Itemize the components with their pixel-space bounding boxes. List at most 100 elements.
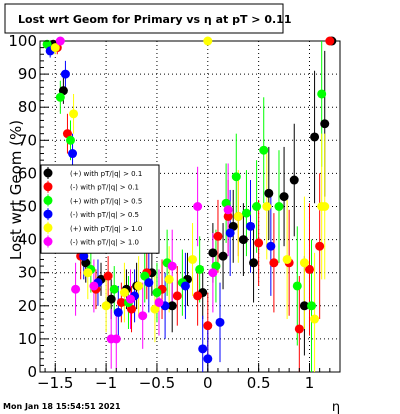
data-point: [320, 202, 330, 211]
x-axis-label: η: [332, 400, 340, 414]
data-point: [83, 268, 93, 278]
y-tick-label: 60: [18, 164, 37, 182]
legend-marker: [43, 168, 53, 178]
data-point: [116, 297, 126, 307]
data-point: [111, 334, 121, 344]
legend-label: (+) with pT/|q| > 0.1: [70, 170, 142, 178]
data-point: [254, 238, 264, 248]
data-point: [203, 36, 213, 46]
legend-label: (-) with pT/|q| > 1.0: [70, 239, 139, 247]
data-point: [119, 288, 129, 298]
data-point: [172, 291, 182, 301]
data-point: [282, 254, 292, 264]
data-point: [310, 314, 320, 324]
data-point: [89, 281, 99, 291]
data-point: [195, 264, 205, 274]
title-box: [4, 3, 284, 34]
y-axis-label: Lost wrt Geom (%): [7, 120, 25, 260]
data-point: [307, 301, 317, 311]
data-point: [289, 175, 299, 185]
x-tick-label: 0: [203, 374, 213, 392]
data-point: [269, 258, 279, 268]
data-point: [264, 188, 274, 198]
y-tick-label: 30: [18, 264, 37, 282]
data-point: [315, 241, 325, 251]
legend-label: (+) with pT/|q| > 1.0: [70, 225, 142, 233]
data-point: [252, 202, 262, 211]
y-tick-label: 50: [18, 198, 37, 216]
legend-marker: [43, 237, 53, 246]
legend-marker: [43, 209, 53, 219]
y-tick-label: 0: [27, 363, 37, 381]
data-point: [274, 202, 284, 211]
data-point: [55, 92, 65, 102]
data-point: [325, 36, 335, 46]
legend-label: (-) with pT/|q| > 0.1: [70, 184, 139, 192]
data-point: [223, 205, 233, 215]
data-point: [152, 288, 162, 298]
y-tick-label: 80: [18, 98, 37, 116]
data-point: [259, 145, 269, 155]
data-point: [231, 172, 241, 182]
data-point: [292, 281, 302, 291]
data-point: [167, 261, 177, 271]
data-point: [198, 344, 208, 354]
data-point: [266, 241, 276, 251]
data-point: [193, 202, 203, 211]
data-point: [208, 268, 218, 278]
data-point: [71, 284, 81, 294]
data-point: [215, 317, 225, 327]
y-tick-label: 10: [18, 330, 37, 348]
chart-title: Lost wrt Geom for Primary vs η at pT > 0…: [18, 13, 292, 26]
data-point: [218, 251, 228, 261]
data-point: [241, 208, 251, 218]
data-point: [203, 321, 213, 331]
data-point: [304, 264, 314, 274]
data-point: [246, 221, 256, 231]
data-point: [294, 324, 304, 334]
data-point: [233, 211, 243, 221]
data-point: [279, 192, 289, 202]
data-point: [140, 271, 150, 281]
legend-label: (-) with pT/|q| > 0.5: [70, 211, 139, 219]
data-point: [320, 119, 330, 129]
legend-marker: [43, 195, 53, 205]
data-point: [188, 254, 198, 264]
data-point: [167, 301, 177, 311]
data-point: [299, 258, 309, 268]
data-point: [150, 304, 160, 314]
data-points: [42, 36, 337, 364]
legend-box: [40, 164, 160, 254]
data-point: [126, 294, 136, 304]
y-tick-label: 70: [18, 131, 37, 149]
data-point: [60, 69, 70, 79]
data-point: [79, 251, 89, 261]
footer-timestamp: Mon Jan 18 15:54:51 2021: [3, 402, 121, 411]
legend: (+) with pT/|q| > 0.1 (-) with pT/|q| > 0…: [40, 164, 160, 254]
data-point: [66, 135, 76, 145]
legend-label: (+) with pT/|q| > 0.5: [70, 197, 142, 205]
x-tick-label: −1.5: [37, 374, 73, 392]
data-point: [50, 43, 60, 53]
data-point: [55, 36, 65, 46]
data-point: [193, 291, 203, 301]
data-point: [68, 149, 78, 159]
data-point: [69, 109, 79, 119]
data-point: [225, 228, 235, 238]
legend-marker: [43, 223, 53, 233]
data-point: [249, 258, 259, 268]
x-tick-label: −0.5: [139, 374, 175, 392]
data-point: [154, 297, 164, 307]
data-point: [101, 301, 111, 311]
y-tick-label: 100: [8, 32, 37, 50]
data-point: [134, 281, 144, 291]
data-point: [238, 235, 248, 245]
data-point: [144, 278, 154, 288]
y-tick-label: 20: [18, 297, 37, 315]
x-tick-label: 1: [305, 374, 315, 392]
data-point: [164, 274, 174, 284]
data-point: [262, 202, 272, 211]
